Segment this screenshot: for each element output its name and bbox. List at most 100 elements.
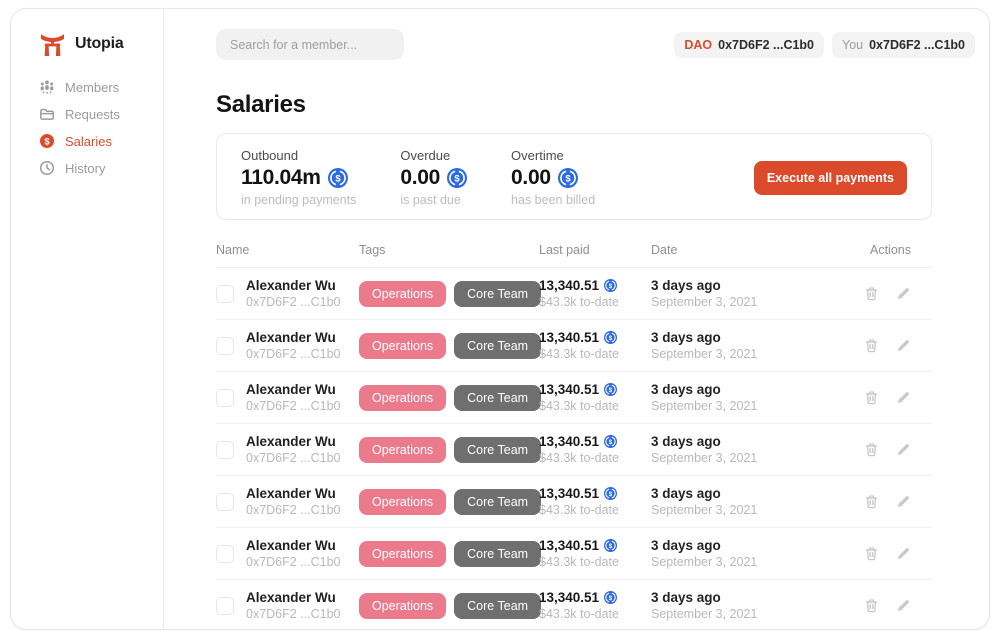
summary-stat: Overtime 0.00 $ has been billed	[511, 148, 595, 207]
tag-operations: Operations	[359, 592, 447, 619]
paid-to-date: $43.3k to-date	[539, 555, 619, 569]
delete-button[interactable]	[864, 390, 879, 405]
last-paid-amount: 13,340.51	[539, 330, 600, 345]
delete-button[interactable]	[864, 338, 879, 353]
summary-stat: Outbound 110.04m $ in pending payments	[241, 148, 356, 207]
svg-text:$: $	[565, 174, 571, 185]
paid-to-date: $43.3k to-date	[539, 451, 619, 465]
summary-stats: Outbound 110.04m $ in pending payments O…	[241, 148, 595, 207]
app-name: Utopia	[75, 34, 124, 52]
member-address: 0x7D6F2 ...C1b0	[246, 607, 341, 621]
svg-text:$: $	[609, 283, 613, 290]
date-full: September 3, 2021	[651, 347, 758, 361]
tags-cell: Operations Core Team	[359, 488, 542, 515]
usdc-coin-icon: $	[604, 435, 618, 448]
tag-operations: Operations	[359, 384, 447, 411]
row-checkbox[interactable]	[216, 336, 234, 355]
tag-core-team: Core Team	[454, 540, 542, 567]
usdc-coin-icon: $	[327, 168, 348, 188]
execute-all-payments-button[interactable]: Execute all payments	[753, 160, 907, 195]
tag-core-team: Core Team	[454, 436, 542, 463]
stat-caption: has been billed	[511, 193, 596, 207]
delete-button[interactable]	[864, 546, 879, 561]
date-relative: 3 days ago	[651, 330, 721, 345]
paid-to-date: $43.3k to-date	[539, 347, 619, 361]
edit-button[interactable]	[896, 494, 911, 509]
svg-text:$: $	[44, 136, 50, 147]
tags-cell: Operations Core Team	[359, 332, 542, 359]
sidebar-item-history[interactable]: History	[39, 160, 163, 176]
date-relative: 3 days ago	[651, 486, 721, 501]
svg-text:$: $	[609, 439, 613, 446]
member-name: Alexander Wu	[246, 278, 336, 293]
tag-core-team: Core Team	[454, 592, 542, 619]
edit-button[interactable]	[896, 598, 911, 613]
delete-button[interactable]	[864, 598, 879, 613]
usdc-coin-icon: $	[604, 279, 618, 292]
column-header-date: Date	[651, 243, 678, 257]
app-logo[interactable]: Utopia	[39, 31, 163, 56]
sidebar-item-requests[interactable]: Requests	[39, 106, 163, 122]
sidebar-item-members[interactable]: Members	[39, 79, 163, 95]
row-checkbox[interactable]	[216, 284, 234, 303]
last-paid-amount: 13,340.51	[539, 382, 600, 397]
date-relative: 3 days ago	[651, 434, 721, 449]
svg-text:$: $	[454, 174, 460, 185]
table-row: Alexander Wu 0x7D6F2 ...C1b0 Operations C…	[216, 580, 932, 629]
usdc-coin-icon: $	[604, 591, 618, 604]
edit-button[interactable]	[896, 390, 911, 405]
stat-value: 0.00	[511, 166, 551, 189]
row-checkbox[interactable]	[216, 492, 234, 511]
delete-button[interactable]	[864, 286, 879, 301]
svg-text:$: $	[609, 543, 613, 550]
edit-button[interactable]	[896, 546, 911, 561]
row-checkbox[interactable]	[216, 544, 234, 563]
usdc-coin-icon: $	[604, 383, 618, 396]
trash-icon	[865, 599, 878, 613]
dao-address-chip[interactable]: DAO 0x7D6F2 ...C1b0	[674, 31, 825, 58]
pencil-icon	[898, 444, 909, 455]
svg-text:$: $	[609, 387, 613, 394]
tag-operations: Operations	[359, 436, 447, 463]
pencil-icon	[898, 600, 909, 611]
table-row: Alexander Wu 0x7D6F2 ...C1b0 Operations C…	[216, 268, 932, 320]
you-address-chip[interactable]: You 0x7D6F2 ...C1b0	[832, 31, 975, 58]
row-checkbox[interactable]	[216, 388, 234, 407]
edit-button[interactable]	[896, 442, 911, 457]
sidebar-item-salaries[interactable]: $ Salaries	[39, 133, 163, 149]
tag-core-team: Core Team	[454, 332, 542, 359]
tags-cell: Operations Core Team	[359, 540, 542, 567]
delete-button[interactable]	[864, 494, 879, 509]
svg-text:$: $	[609, 595, 613, 602]
member-name: Alexander Wu	[246, 538, 336, 553]
row-checkbox[interactable]	[216, 596, 234, 615]
stat-label: Outbound	[241, 148, 299, 163]
you-chip-address: 0x7D6F2 ...C1b0	[869, 37, 965, 52]
trash-icon	[865, 443, 878, 457]
table-row: Alexander Wu 0x7D6F2 ...C1b0 Operations C…	[216, 424, 932, 476]
member-address: 0x7D6F2 ...C1b0	[246, 399, 341, 413]
last-paid-amount: 13,340.51	[539, 486, 600, 501]
date-relative: 3 days ago	[651, 382, 721, 397]
trash-icon	[865, 339, 878, 353]
tag-core-team: Core Team	[454, 384, 542, 411]
svg-text:$: $	[609, 491, 613, 498]
tag-operations: Operations	[359, 280, 447, 307]
main-area: DAO 0x7D6F2 ...C1b0 You 0x7D6F2 ...C1b0 …	[164, 9, 989, 629]
last-paid-amount: 13,340.51	[539, 434, 600, 449]
delete-button[interactable]	[864, 442, 879, 457]
trash-icon	[865, 391, 878, 405]
edit-button[interactable]	[896, 286, 911, 301]
member-address: 0x7D6F2 ...C1b0	[246, 451, 341, 465]
date-relative: 3 days ago	[651, 538, 721, 553]
date-full: September 3, 2021	[651, 555, 758, 569]
search-input[interactable]	[216, 29, 404, 60]
edit-button[interactable]	[896, 338, 911, 353]
table-body: Alexander Wu 0x7D6F2 ...C1b0 Operations C…	[216, 268, 932, 629]
member-name: Alexander Wu	[246, 382, 336, 397]
tag-core-team: Core Team	[454, 280, 542, 307]
wallet-chips: DAO 0x7D6F2 ...C1b0 You 0x7D6F2 ...C1b0	[674, 31, 975, 58]
tags-cell: Operations Core Team	[359, 280, 542, 307]
row-checkbox[interactable]	[216, 440, 234, 459]
last-paid-amount: 13,340.51	[539, 278, 600, 293]
